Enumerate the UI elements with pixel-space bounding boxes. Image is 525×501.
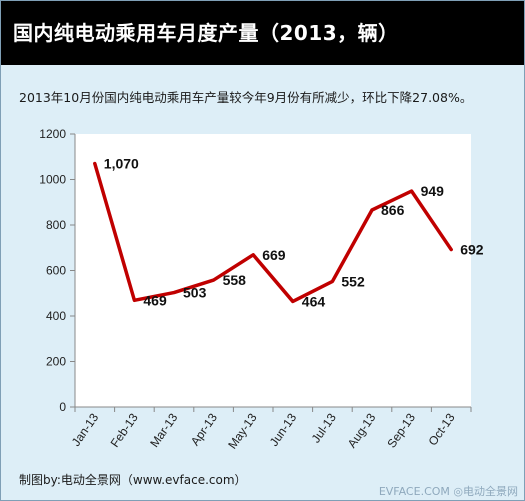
- x-tick-label: Jan-13: [69, 410, 102, 448]
- x-tick-label: Aug-13: [345, 410, 379, 450]
- title-bar: 国内纯电动乘用车月度产量（2013，辆）: [1, 1, 524, 65]
- x-axis-ticks: Jan-13 Feb-13 Mar-13 Apr-13 May-13 Jun-13 Jul-…: [69, 407, 472, 451]
- plot-area: [75, 134, 471, 407]
- y-axis-ticks: 0 200 400 600 800 1000 1200: [39, 127, 75, 414]
- data-label: 1,070: [104, 156, 139, 172]
- y-tick-label: 1000: [39, 173, 66, 187]
- y-tick-label: 600: [46, 264, 66, 278]
- data-labels: 1,070 469 503 558 669 464 552 866 949 692: [104, 156, 484, 310]
- chart-subtitle: 2013年10月份国内纯电动乘用车产量较今年9月份有所减少，环比下降27.08%…: [19, 90, 473, 105]
- y-tick-label: 800: [46, 218, 66, 232]
- x-tick-label: Feb-13: [108, 410, 141, 449]
- x-tick-label: Sep-13: [384, 410, 418, 450]
- x-tick-label: Apr-13: [188, 410, 220, 448]
- x-tick-label: Mar-13: [147, 410, 180, 449]
- chart-title: 国内纯电动乘用车月度产量（2013，辆）: [13, 21, 399, 45]
- x-tick-label: Oct-13: [426, 410, 458, 448]
- y-tick-label: 200: [46, 355, 66, 369]
- data-label: 552: [341, 273, 365, 289]
- watermark: EVFACE.COM ◎电动全景网: [378, 485, 518, 498]
- data-label: 669: [262, 247, 286, 263]
- y-tick-label: 1200: [39, 127, 66, 141]
- chart-credit: 制图by:电动全景网（www.evface.com）: [19, 473, 247, 487]
- data-label: 558: [223, 272, 247, 288]
- data-label: 469: [143, 292, 167, 308]
- y-tick-label: 400: [46, 309, 66, 323]
- data-label: 692: [460, 242, 484, 258]
- data-label: 503: [183, 285, 207, 301]
- series-line: [93, 161, 453, 304]
- x-tick-label: Jun-13: [267, 410, 300, 448]
- data-label: 464: [302, 293, 326, 309]
- data-label: 866: [381, 202, 405, 218]
- x-tick-label: May-13: [225, 410, 260, 451]
- y-tick-label: 0: [59, 400, 66, 414]
- x-tick-label: Jul-13: [309, 410, 339, 445]
- data-label: 949: [421, 183, 445, 199]
